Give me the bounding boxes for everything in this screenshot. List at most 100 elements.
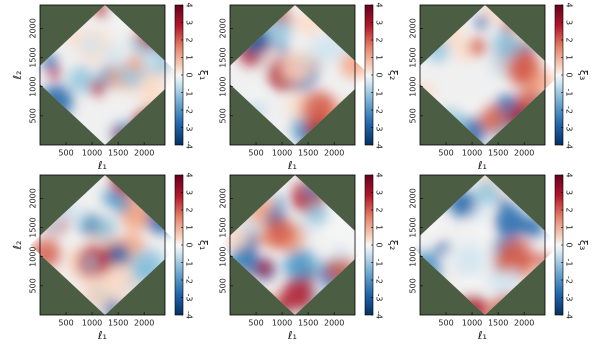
- x-tick-label: 1500: [108, 149, 128, 158]
- y-axis-label: ℓ₂: [11, 71, 24, 81]
- x-tick-label: 1000: [272, 149, 292, 158]
- x-tick-label: 500: [58, 149, 73, 158]
- y-tick-label: 2000: [409, 18, 418, 38]
- x-axis-label: ℓ₁: [287, 329, 297, 342]
- panel: 500 1000 1500 2000 500 1000 1500 2000 ℓ₁ -4 -3 -2 -1…: [409, 2, 591, 172]
- colorbar-tick-label: 0: [565, 72, 574, 77]
- y-tick-label: 1000: [29, 76, 38, 96]
- colorbar-tick-label: 3: [565, 190, 574, 195]
- heatmap-blob: [487, 262, 520, 295]
- x-tick-label: 1000: [82, 319, 102, 328]
- heatmap-blob: [68, 66, 95, 93]
- y-tick-label: 500: [29, 108, 38, 123]
- colorbar-tick-label: 2: [565, 207, 574, 212]
- y-tick-label: 1500: [29, 217, 38, 237]
- colorbar-tick-label: 2: [375, 37, 384, 42]
- colorbar-tick-label: 2: [185, 207, 194, 212]
- x-tick-label: 1000: [82, 149, 102, 158]
- colorbar-tick-label: -4: [565, 141, 574, 149]
- heatmap-blob: [473, 221, 490, 238]
- colorbar-tick-label: -2: [565, 276, 574, 284]
- plot-frame: [39, 174, 166, 316]
- colorbar-label: ξ₁: [197, 240, 210, 251]
- colorbar-label: ξ₂: [387, 240, 400, 251]
- heatmap-blob: [284, 248, 318, 283]
- colorbar-label: ξ₁: [197, 70, 210, 81]
- colorbar-tick-label: 4: [565, 2, 574, 7]
- colorbar-tick-label: 1: [565, 55, 574, 60]
- heatmap-blob: [494, 206, 528, 239]
- colorbar-tick-label: -3: [185, 294, 194, 302]
- y-tick-label: 1500: [409, 217, 418, 237]
- heatmap-blob: [72, 208, 87, 223]
- y-tick-label: 2000: [29, 18, 38, 38]
- colorbar-tick-label: -4: [375, 311, 384, 319]
- colorbar-label: ξ₃: [577, 240, 590, 251]
- colorbar-tick-label: -4: [565, 311, 574, 319]
- colorbar-tick-label: 1: [185, 55, 194, 60]
- y-tick-label: 1000: [219, 76, 228, 96]
- x-tick-label: 2000: [134, 149, 154, 158]
- x-tick-label: 2000: [324, 149, 344, 158]
- colorbar-tick-label: 3: [375, 190, 384, 195]
- colorbar-tick-label: 4: [375, 172, 384, 177]
- x-axis-label: ℓ₁: [97, 329, 107, 342]
- heatmap-blob: [318, 247, 332, 260]
- plot-frame: [229, 4, 356, 146]
- colorbar-tick-label: -1: [375, 259, 384, 267]
- heatmap-blob: [264, 217, 296, 250]
- colorbar-label: ξ₂: [387, 70, 400, 81]
- colorbar-tick-label: 1: [185, 225, 194, 230]
- x-tick-label: 1500: [298, 319, 318, 328]
- y-tick-label: 500: [219, 278, 228, 293]
- colorbar-tick-label: -3: [375, 294, 384, 302]
- heatmap-blob: [89, 80, 105, 96]
- x-tick-label: 1000: [462, 319, 482, 328]
- y-tick-label: 500: [29, 278, 38, 293]
- heatmap-blob: [468, 37, 487, 56]
- y-tick-label: 1000: [29, 246, 38, 266]
- colorbar-tick-label: -4: [375, 141, 384, 149]
- heatmap-blob: [343, 232, 363, 252]
- colorbar-tick-label: 2: [185, 37, 194, 42]
- colorbar-tick-label: 0: [185, 242, 194, 247]
- colorbar-tick-label: -1: [185, 259, 194, 267]
- colorbar-tick-label: 1: [375, 225, 384, 230]
- y-tick-label: 2000: [219, 18, 228, 38]
- colorbar-label: ξ₃: [577, 70, 590, 81]
- y-tick-label: 1500: [219, 47, 228, 67]
- panel: 500 1000 1500 2000 500 1000 1500 2000 ℓ₁ -4 -3 -2 -1…: [409, 172, 591, 342]
- heatmap-blob: [256, 259, 273, 277]
- colorbar-tick-label: -1: [375, 89, 384, 97]
- colorbar-tick-label: -3: [565, 124, 574, 132]
- colorbar-tick-label: -3: [375, 124, 384, 132]
- colorbar-tick-label: -1: [565, 89, 574, 97]
- colorbar-tick-label: 1: [375, 55, 384, 60]
- x-tick-label: 500: [438, 319, 453, 328]
- x-tick-label: 1500: [488, 149, 508, 158]
- colorbar-tick-label: 2: [375, 207, 384, 212]
- x-tick-label: 2000: [514, 149, 534, 158]
- colorbar-tick-label: 3: [565, 20, 574, 25]
- colorbar-tick-label: -2: [375, 276, 384, 284]
- colorbar-tick-label: -4: [185, 141, 194, 149]
- x-tick-label: 1500: [488, 319, 508, 328]
- heatmap-blob: [121, 204, 149, 232]
- colorbar-tick-label: -2: [185, 106, 194, 114]
- y-axis-label: ℓ₂: [11, 241, 24, 251]
- x-tick-label: 1000: [272, 319, 292, 328]
- y-tick-label: 500: [409, 278, 418, 293]
- panel: 500 1000 1500 2000 500 1000 1500 2000 ℓ₁ ℓ₂ -4 -3 -2…: [11, 172, 210, 342]
- colorbar-tick-label: -2: [375, 106, 384, 114]
- colorbar-tick-label: -1: [565, 259, 574, 267]
- x-tick-label: 2000: [134, 319, 154, 328]
- heatmap-blob: [107, 243, 131, 266]
- colorbar-tick-label: 3: [185, 20, 194, 25]
- heatmap-blob: [306, 203, 329, 226]
- y-tick-label: 500: [409, 108, 418, 123]
- colorbar-tick-label: -2: [185, 276, 194, 284]
- x-tick-label: 500: [58, 319, 73, 328]
- colorbar-tick-label: 2: [565, 37, 574, 42]
- heatmap-blob: [498, 197, 511, 210]
- heatmap-blob: [141, 51, 160, 70]
